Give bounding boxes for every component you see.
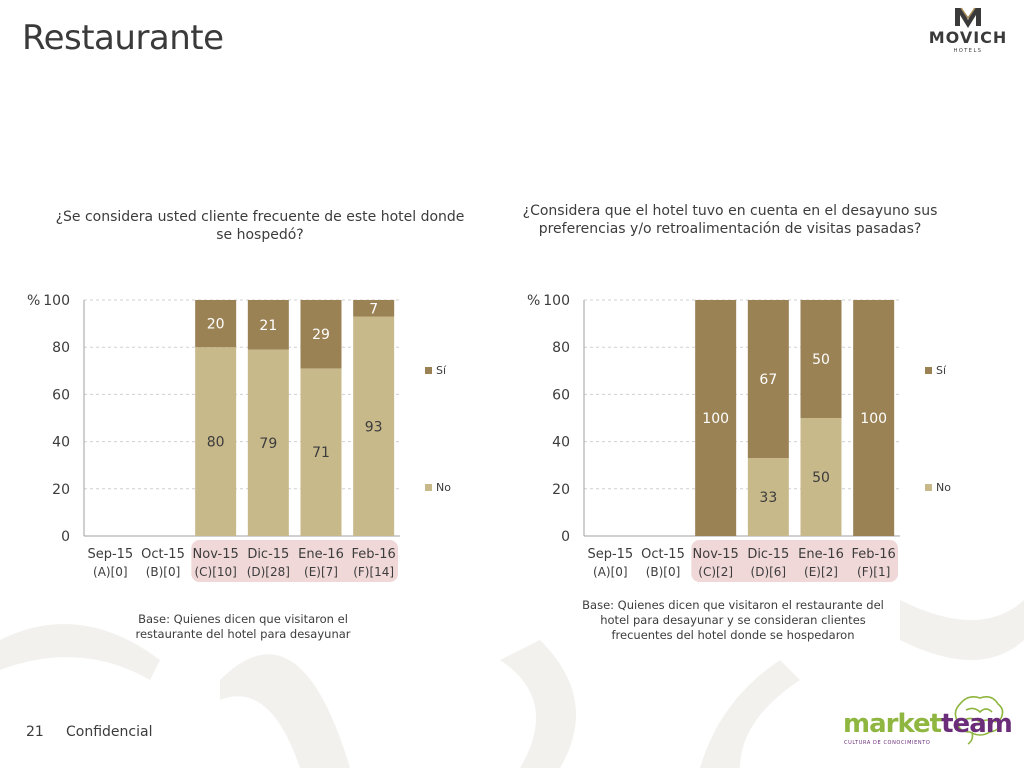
- data-label: 29: [312, 327, 330, 343]
- x-tick-label: Nov-15: [193, 547, 239, 562]
- category-highlight-band: [691, 540, 898, 582]
- y-unit-label: %: [527, 293, 540, 309]
- x-tick-label: Dic-15: [747, 547, 789, 562]
- x-tick-label: Sep-15: [87, 547, 133, 562]
- y-tick-label: 20: [52, 482, 70, 498]
- x-tick-label: Feb-16: [852, 547, 896, 562]
- legend-swatch-si: [425, 367, 432, 374]
- bar-segment-si: [695, 300, 737, 536]
- chart-2-title: ¿Considera que el hotel tuvo en cuenta e…: [522, 203, 938, 237]
- data-label: 20: [207, 317, 225, 333]
- bar-segment-si: [195, 300, 237, 348]
- chart-1-title: ¿Se considera usted cliente frecuente de…: [55, 209, 465, 243]
- page-number: 21: [26, 724, 44, 740]
- legend-label: No: [436, 481, 451, 494]
- movich-crown-icon: [955, 7, 981, 28]
- y-tick-label: 60: [52, 387, 70, 403]
- bar-segment-si: [300, 300, 342, 369]
- y-tick-label: 100: [543, 293, 570, 309]
- x-tick-sublabel: (D)[6]: [751, 565, 787, 579]
- y-tick-label: 80: [552, 340, 570, 356]
- y-unit-label: %: [27, 293, 40, 309]
- x-tick-label: Feb-16: [352, 547, 396, 562]
- bar-segment-si: [800, 300, 842, 418]
- x-tick-label: Sep-15: [587, 547, 633, 562]
- bar-segment-no: [300, 368, 342, 536]
- chart-1-frequent-customer: 0 20 40 60 80 100% Sep-15 (A)[0] Oct-15 (B)[0] Nov…: [27, 293, 451, 582]
- x-tick-label: Ene-16: [298, 547, 344, 562]
- data-label: 79: [259, 436, 277, 452]
- legend-swatch-si: [925, 367, 932, 374]
- bar-segment-no: [747, 458, 789, 536]
- confidential-label: Confidencial: [66, 724, 153, 740]
- marketteam-wordmark-part1: market: [843, 709, 942, 739]
- bar-segment-si: [747, 300, 789, 459]
- x-tick-sublabel: (F)[1]: [857, 565, 890, 579]
- x-tick-sublabel: (A)[0]: [593, 565, 628, 579]
- y-tick-label: 100: [43, 293, 70, 309]
- bar-segment-si: [853, 300, 895, 536]
- x-tick-sublabel: (C)[2]: [698, 565, 733, 579]
- movich-subtitle: HOTELS: [953, 48, 983, 54]
- y-tick-label: 40: [552, 435, 570, 451]
- y-tick-label: 80: [52, 340, 70, 356]
- x-tick-sublabel: (A)[0]: [93, 565, 128, 579]
- data-label: 50: [812, 352, 830, 368]
- marketteam-logo: marketteam CULTURA DE CONOCIMIENTO: [840, 692, 1013, 752]
- y-tick-label: 0: [61, 529, 70, 545]
- x-tick-label: Oct-15: [141, 547, 185, 562]
- y-tick-label: 60: [552, 387, 570, 403]
- category-highlight-band: [191, 540, 398, 582]
- data-label: 50: [812, 470, 830, 486]
- movich-wordmark: MOVICH: [928, 28, 1008, 47]
- bar-segment-no: [247, 349, 289, 536]
- marketteam-wordmark: marketteam: [843, 709, 1013, 739]
- data-label: 71: [312, 445, 330, 461]
- data-label: 93: [365, 419, 383, 435]
- chart-2-base-note: Base: Quienes dicen que visitaron el res…: [582, 598, 884, 642]
- chart-1-base-note: Base: Quienes dicen que visitaron el res…: [135, 612, 351, 641]
- chart-2-breakfast-preferences: 0 20 40 60 80 100% Sep-15 (A)[0] Oct-15 (B)[0] Nov…: [527, 293, 951, 582]
- marketteam-subtitle: CULTURA DE CONOCIMIENTO: [844, 740, 931, 746]
- bar-segment-no: [195, 347, 237, 536]
- x-tick-label: Ene-16: [798, 547, 844, 562]
- x-tick-sublabel: (B)[0]: [146, 565, 181, 579]
- bar-segment-si: [247, 300, 289, 350]
- legend-swatch-no: [425, 484, 432, 491]
- bar-segment-no: [353, 316, 395, 536]
- brain-icon: [954, 696, 1004, 745]
- x-tick-label: Oct-15: [641, 547, 685, 562]
- legend-label: No: [936, 481, 951, 494]
- page-title: Restaurante: [22, 18, 224, 58]
- movich-logo: MOVICH HOTELS: [918, 6, 1018, 60]
- data-label: 7: [369, 301, 378, 317]
- y-tick-label: 40: [52, 435, 70, 451]
- x-tick-sublabel: (E)[7]: [304, 565, 338, 579]
- x-tick-sublabel: (F)[14]: [353, 565, 394, 579]
- legend-swatch-no: [925, 484, 932, 491]
- y-tick-label: 20: [552, 482, 570, 498]
- x-tick-label: Dic-15: [247, 547, 289, 562]
- data-label: 21: [259, 318, 277, 334]
- data-label: 100: [702, 411, 729, 427]
- bar-segment-si: [353, 300, 395, 317]
- marketteam-wordmark-part2: team: [941, 709, 1013, 739]
- data-label: 67: [759, 372, 777, 388]
- data-label: 100: [860, 411, 887, 427]
- x-tick-sublabel: (E)[2]: [804, 565, 838, 579]
- y-tick-label: 0: [561, 529, 570, 545]
- data-label: 33: [759, 490, 777, 506]
- x-tick-sublabel: (D)[28]: [247, 565, 290, 579]
- data-label: 80: [207, 435, 225, 451]
- x-tick-label: Nov-15: [693, 547, 739, 562]
- legend-label: Sí: [936, 364, 947, 377]
- legend-label: Sí: [436, 364, 447, 377]
- bar-segment-no: [800, 418, 842, 536]
- x-tick-sublabel: (C)[10]: [194, 565, 236, 579]
- x-tick-sublabel: (B)[0]: [646, 565, 681, 579]
